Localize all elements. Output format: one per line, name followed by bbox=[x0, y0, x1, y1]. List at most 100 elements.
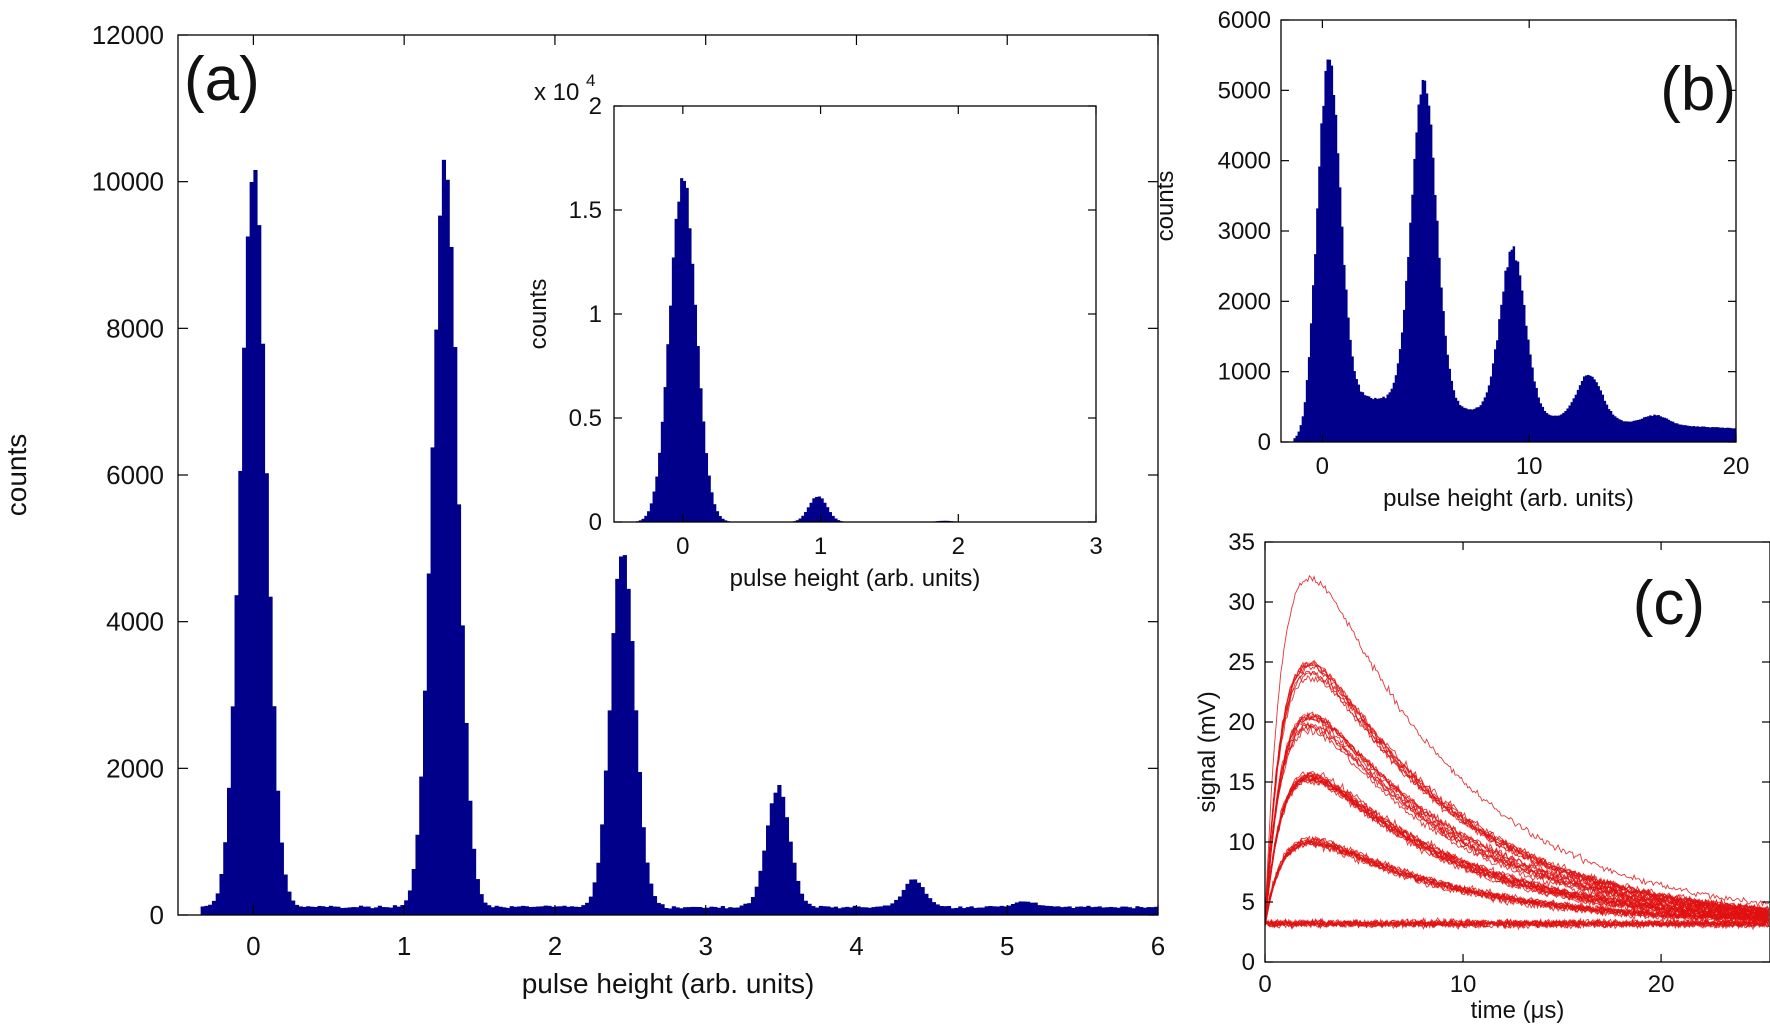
histogram-bar bbox=[1353, 371, 1356, 442]
histogram-bar bbox=[1564, 411, 1567, 442]
histogram-bar bbox=[1601, 394, 1605, 442]
y-axis-label: counts bbox=[1152, 171, 1179, 242]
histogram-bar bbox=[1037, 905, 1042, 915]
histogram-bar bbox=[806, 507, 810, 522]
histogram-bar bbox=[701, 907, 707, 915]
histogram-bar bbox=[1365, 395, 1369, 442]
histogram-bar bbox=[1607, 409, 1611, 442]
y-tick-label: 15 bbox=[1228, 769, 1255, 796]
histogram-bar bbox=[1109, 906, 1114, 915]
histogram-bar bbox=[347, 907, 352, 915]
histogram-bar bbox=[690, 906, 695, 915]
histogram-bar bbox=[1545, 413, 1549, 442]
histogram-bar bbox=[1427, 105, 1431, 442]
histogram-bar bbox=[856, 906, 861, 915]
histogram-bar bbox=[415, 834, 420, 915]
histogram-bar bbox=[820, 498, 824, 522]
histogram-bar bbox=[1541, 406, 1545, 442]
histogram-bar bbox=[434, 329, 439, 915]
histogram-bar bbox=[1394, 375, 1398, 442]
histogram-bar bbox=[658, 452, 662, 522]
histogram-bar bbox=[1638, 419, 1642, 442]
histogram-bar bbox=[828, 512, 832, 522]
histogram-bar bbox=[1560, 414, 1563, 442]
histogram-bar bbox=[328, 905, 333, 915]
histogram-bar bbox=[649, 883, 654, 915]
histogram-bar bbox=[1415, 132, 1418, 442]
histogram-bar bbox=[1139, 907, 1144, 915]
histogram-bar bbox=[1384, 398, 1387, 442]
histogram-bar bbox=[724, 908, 729, 915]
histogram-bar bbox=[969, 906, 974, 915]
histogram-bar bbox=[1622, 421, 1625, 442]
histogram-bar bbox=[1605, 404, 1609, 442]
histogram-bar bbox=[1671, 421, 1675, 442]
histogram-bar bbox=[875, 906, 880, 915]
histogram-bar bbox=[1673, 423, 1677, 442]
histogram-bar bbox=[536, 906, 541, 915]
histogram-bar bbox=[268, 596, 273, 915]
histogram-bar bbox=[1135, 906, 1140, 915]
histogram-bar bbox=[641, 827, 646, 915]
x-tick-label: 0 bbox=[1316, 453, 1329, 480]
histogram-bar bbox=[762, 850, 767, 915]
histogram-bar bbox=[913, 879, 918, 915]
histogram-bar bbox=[822, 906, 827, 915]
histogram-bar bbox=[1725, 427, 1729, 442]
y-tick-label: 10000 bbox=[92, 167, 164, 197]
histogram-bar bbox=[1527, 339, 1530, 442]
histogram-bar bbox=[773, 792, 778, 915]
histogram-bar bbox=[1512, 246, 1516, 442]
histogram-bar bbox=[1529, 354, 1532, 442]
histogram-bar bbox=[1520, 290, 1524, 442]
histogram-bar bbox=[724, 520, 728, 522]
histogram-bar bbox=[660, 904, 665, 915]
histogram-bar bbox=[1131, 908, 1136, 915]
histogram-bar bbox=[1007, 905, 1012, 915]
histogram-bar bbox=[818, 905, 823, 915]
histogram-bar bbox=[1719, 427, 1722, 442]
histogram-bar bbox=[704, 453, 709, 522]
histogram-bar bbox=[607, 710, 612, 915]
panel-label: (b) bbox=[1660, 55, 1736, 124]
histogram-bar bbox=[663, 387, 667, 522]
y-tick-label: 1000 bbox=[1218, 359, 1271, 386]
histogram-bar bbox=[660, 421, 664, 522]
histogram-bar bbox=[456, 504, 462, 915]
histogram-bar bbox=[894, 899, 899, 915]
histogram-bar bbox=[1295, 435, 1298, 442]
histogram-bar bbox=[441, 159, 447, 915]
histogram-bar bbox=[807, 903, 812, 915]
histogram-bar bbox=[1481, 401, 1485, 442]
y-multiplier-exponent: 4 bbox=[586, 71, 595, 90]
x-tick-label: 2 bbox=[548, 931, 562, 961]
histogram-bar bbox=[468, 800, 473, 915]
histogram-bar bbox=[680, 178, 684, 522]
histogram-bar bbox=[1312, 285, 1315, 442]
plot-frame bbox=[1264, 541, 1770, 963]
histogram-bar bbox=[1533, 381, 1536, 442]
histogram-bar bbox=[792, 862, 797, 915]
histogram-bar bbox=[1483, 397, 1487, 442]
chart-a: 0 1 2 3 4 5 6 0 2000 4000 6000 8000 10000 12000 pulse … bbox=[1, 20, 1165, 999]
histogram-bar bbox=[521, 905, 526, 915]
x-tick-label: 10 bbox=[1516, 453, 1543, 480]
histogram-bar bbox=[758, 870, 763, 915]
histogram-bar bbox=[1041, 905, 1046, 915]
histogram-bar bbox=[1634, 420, 1638, 442]
histogram-bar bbox=[1630, 421, 1633, 442]
histogram-bar bbox=[939, 906, 944, 915]
signal-trace bbox=[1265, 774, 1770, 924]
signal-trace bbox=[1265, 771, 1770, 925]
histogram-bar bbox=[815, 907, 820, 915]
histogram-bar bbox=[570, 906, 575, 915]
histogram-bar bbox=[1431, 157, 1435, 442]
y-tick-label: 6000 bbox=[1218, 7, 1271, 34]
histogram-bar bbox=[707, 475, 711, 522]
histogram-bar bbox=[1078, 906, 1084, 915]
y-tick-label: 4000 bbox=[1218, 148, 1271, 175]
histogram-bar bbox=[841, 907, 846, 915]
x-axis-label: pulse height (arb. units) bbox=[1383, 485, 1634, 512]
signal-trace bbox=[1265, 916, 1769, 929]
